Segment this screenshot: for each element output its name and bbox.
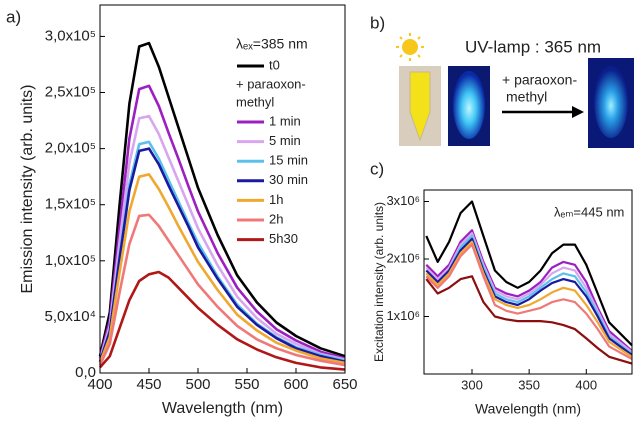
y-tick-label: 5,0x10⁴ — [45, 308, 96, 325]
series-line — [425, 200, 633, 347]
series-line — [425, 232, 633, 353]
series-line — [425, 234, 633, 355]
x-tick-label: 300 — [461, 377, 483, 392]
legend-label: 2h — [269, 211, 283, 226]
series-line — [98, 84, 346, 360]
legend-label: 30 min — [269, 172, 308, 187]
series-line — [425, 229, 633, 352]
series-line — [98, 147, 346, 364]
legend-label: 1 min — [269, 113, 301, 128]
lamp-label: UV-lamp : 365 nm — [465, 37, 601, 56]
y-tick-label: 3,0x10⁵ — [45, 27, 96, 44]
y-tick-label: 3x10⁶ — [386, 193, 420, 208]
x-tick-label: 350 — [518, 377, 540, 392]
annotation: λₑₘ=445 nm — [554, 204, 624, 219]
x-tick-label: 400 — [87, 376, 112, 393]
panel-label: c) — [370, 159, 384, 178]
legend-label: 5 min — [269, 133, 301, 148]
x-tick-label: 400 — [575, 377, 597, 392]
series-line — [99, 270, 346, 371]
legend-label: 5h30 — [269, 231, 298, 246]
y-tick-label: 2x10⁶ — [386, 250, 420, 265]
x-axis-title: Wavelength (nm) — [475, 401, 581, 417]
legend-label: 1h — [269, 192, 283, 207]
legend-note: + paraoxon- — [236, 76, 306, 91]
series-line — [425, 243, 633, 361]
plot-frame — [423, 189, 633, 375]
series-line — [425, 240, 633, 358]
x-tick-label: 450 — [136, 376, 161, 393]
photo-glow — [588, 58, 634, 148]
series-line — [425, 237, 633, 356]
panel-label: a) — [6, 7, 21, 26]
y-tick-label: 1x10⁶ — [386, 308, 420, 323]
plot-frame — [99, 4, 346, 374]
panel-label: b) — [370, 13, 385, 32]
series-line — [98, 41, 346, 358]
legend-title: λₑₓ=385 nm — [236, 36, 308, 52]
x-tick-label: 600 — [283, 376, 308, 393]
photo-blue — [448, 66, 490, 146]
addition-label: + paraoxon- — [502, 72, 577, 88]
sun-icon — [396, 33, 424, 61]
y-tick-label: 2,0x10⁵ — [45, 140, 96, 157]
y-tick-label: 2,5x10⁵ — [45, 83, 96, 100]
legend-note: methyl — [236, 94, 274, 109]
addition-label: methyl — [506, 89, 547, 105]
arrow — [502, 106, 584, 118]
series-line — [98, 173, 346, 365]
series-line — [425, 275, 633, 365]
y-tick-label: 0,0 — [75, 364, 96, 381]
y-axis-title: Emission intensity (arb. units) — [19, 85, 36, 294]
x-tick-label: 650 — [332, 376, 357, 393]
x-tick-label: 550 — [234, 376, 259, 393]
x-axis-title: Wavelength (nm) — [162, 400, 283, 417]
legend-label: t0 — [269, 57, 280, 72]
series-line — [98, 114, 346, 361]
x-tick-label: 500 — [185, 376, 210, 393]
y-tick-label: 1,0x10⁵ — [45, 252, 96, 269]
y-tick-label: 1,5x10⁵ — [45, 196, 96, 213]
series-line — [98, 213, 346, 367]
y-axis-title: Excitation intensity (arb. units) — [372, 202, 386, 362]
photo-yellow — [399, 66, 441, 146]
legend-label: 15 min — [269, 153, 308, 168]
